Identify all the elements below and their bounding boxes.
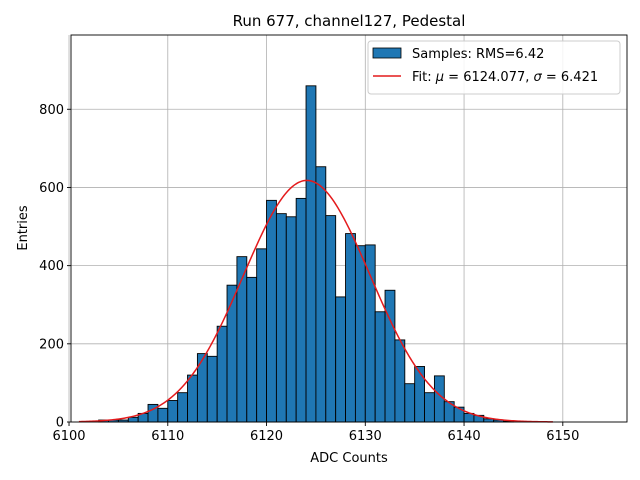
legend-histogram-swatch [372, 47, 402, 59]
y-tick-label: 200 [39, 337, 64, 352]
histogram-bar [335, 296, 346, 423]
histogram-bar [345, 233, 356, 423]
histogram-bar [325, 215, 337, 423]
histogram-bar [266, 199, 277, 423]
histogram-bar [433, 375, 445, 423]
legend-fit-mu-symbol: μ [435, 70, 444, 85]
histogram-bar [216, 325, 228, 423]
legend-histogram-label: Samples: RMS=6.42 [412, 47, 544, 62]
histogram-bar [404, 383, 416, 423]
histogram-bar [374, 311, 386, 423]
x-tick-label: 6120 [250, 429, 283, 444]
x-tick-label: 6100 [52, 429, 85, 444]
x-tick-label: 6110 [151, 429, 184, 444]
legend-fit-sigma-value: = 6.421 [542, 70, 598, 85]
histogram-bar [384, 289, 396, 423]
x-tick-label: 6130 [349, 429, 382, 444]
y-tick-label: 800 [39, 103, 64, 118]
legend-fit-prefix: Fit: [412, 70, 436, 85]
histogram-bar [394, 339, 406, 423]
x-tick-label: 6150 [546, 429, 579, 444]
y-axis-label: Entries [16, 205, 31, 251]
legend-box [367, 40, 621, 95]
histogram-bar [157, 407, 169, 423]
x-axis-ticks: 6100 6110 6120 6130 6140 6150 [52, 422, 579, 444]
y-axis-ticks: 0 200 400 600 800 [39, 103, 71, 431]
y-tick-label: 0 [56, 416, 64, 431]
histogram-bar [127, 416, 139, 423]
x-axis-label: ADC Counts [310, 451, 388, 466]
x-tick-label: 6140 [448, 429, 481, 444]
histogram-bar [167, 400, 179, 423]
y-tick-label: 400 [39, 259, 64, 274]
histogram-bar [236, 256, 248, 423]
plot-frame [70, 34, 628, 423]
histogram-bar [295, 197, 307, 423]
legend-fit-mu-value: = 6124.077, [444, 70, 533, 85]
legend: Samples: RMS=6.42 Fit: μ = 6124.077, σ =… [367, 40, 621, 95]
histogram-bar [256, 248, 267, 423]
histogram-bar [315, 166, 327, 423]
histogram-bar [206, 355, 218, 423]
histogram-bar [246, 276, 258, 423]
histogram-bar [354, 245, 366, 423]
histogram-bar [275, 213, 287, 423]
histogram-bar [305, 85, 317, 423]
y-tick-label: 600 [39, 181, 64, 196]
legend-fit-label: Fit: μ = 6124.077, σ = 6.421 [412, 70, 598, 85]
fit-curve [78, 179, 553, 423]
histogram-bar [414, 366, 425, 423]
chart-title: Run 677, channel127, Pedestal [233, 12, 466, 30]
histogram-bar [424, 392, 435, 423]
histogram-bar [364, 244, 376, 423]
histogram-bar [285, 216, 297, 423]
histogram-bar [187, 374, 198, 423]
legend-fit-sigma-symbol: σ [534, 70, 543, 85]
histogram-bar [226, 284, 238, 423]
histogram-bar [177, 392, 188, 423]
